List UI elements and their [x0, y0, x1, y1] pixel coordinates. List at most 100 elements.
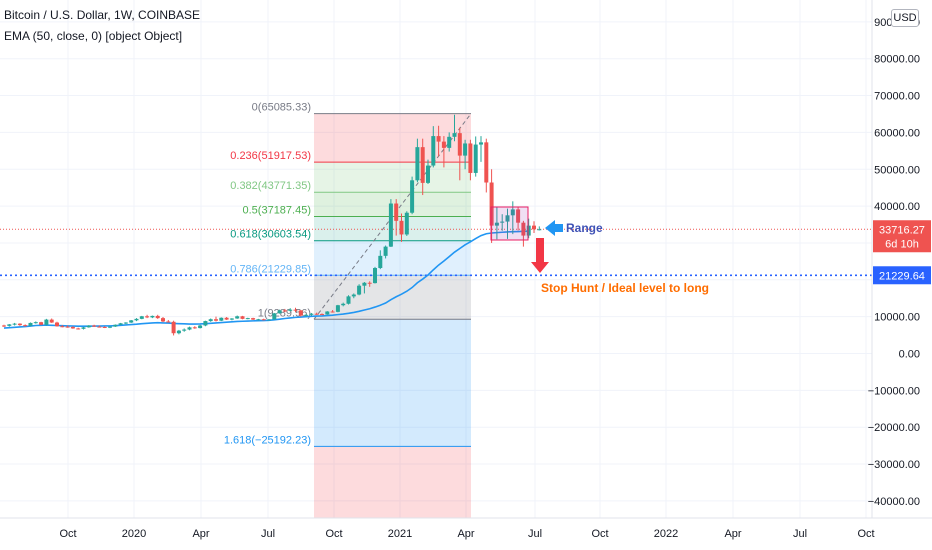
price-tick-label: −10000.00	[868, 385, 920, 397]
candle	[267, 319, 271, 321]
currency-badge[interactable]: USD	[891, 9, 919, 27]
candle	[532, 221, 536, 234]
ema-line	[3, 230, 529, 329]
candle-body	[245, 318, 250, 320]
candle-body	[521, 222, 526, 236]
time-tick-label: 2022	[654, 528, 678, 540]
current-price-value: 33716.27	[879, 224, 925, 236]
candle-body	[351, 294, 356, 297]
candle	[161, 317, 165, 323]
fib-zone	[314, 275, 471, 320]
stop-hunt-arrow-icon	[531, 238, 549, 273]
candle-body	[267, 319, 271, 321]
candle-body	[108, 326, 112, 328]
fib-level-label: 0.618(30603.54)	[230, 229, 311, 241]
candle-body	[60, 326, 65, 328]
candle-body	[436, 136, 441, 142]
candle	[373, 266, 377, 284]
candle	[468, 139, 473, 181]
candle-body	[335, 305, 340, 312]
candle	[341, 302, 346, 307]
price-level-lines	[0, 228, 872, 277]
candle-body	[97, 326, 102, 328]
candle-body	[378, 255, 383, 269]
candle-body	[447, 136, 452, 148]
candle	[335, 304, 340, 313]
candle	[288, 308, 293, 312]
candle	[118, 322, 123, 326]
level-price-value: 21229.64	[879, 270, 925, 282]
candle-body	[415, 147, 420, 181]
candle	[86, 325, 91, 328]
candle	[33, 321, 38, 324]
annotation-arrows	[531, 220, 563, 273]
candle-body	[150, 315, 155, 318]
annotation-labels: Range Stop Hunt / Ideal level to long	[541, 221, 709, 295]
price-tick-label: −30000.00	[868, 459, 920, 471]
candle	[44, 318, 49, 326]
candle-body	[293, 309, 298, 311]
fib-level-label: 0(65085.33)	[252, 102, 311, 114]
candle	[76, 327, 81, 330]
candle-body	[288, 309, 293, 311]
candle-body	[123, 322, 128, 324]
candle	[55, 321, 59, 327]
candle	[500, 214, 505, 231]
candle	[23, 324, 28, 327]
candle-body	[346, 296, 351, 304]
candle-body	[28, 322, 33, 326]
candle	[224, 317, 229, 320]
candle	[81, 326, 86, 330]
price-tick-label: −40000.00	[868, 496, 920, 508]
candle	[521, 220, 526, 247]
candle-body	[357, 285, 362, 295]
price-axis: 90000.0080000.0070000.0060000.0050000.00…	[868, 0, 931, 518]
candle-body	[145, 316, 150, 318]
time-tick-label: Jul	[793, 528, 807, 540]
candle	[155, 314, 160, 319]
candle-body	[261, 319, 266, 321]
price-tick-label: 70000.00	[874, 91, 920, 103]
candle	[182, 328, 187, 332]
candle-body	[208, 319, 213, 322]
candle	[537, 226, 542, 231]
candle	[2, 324, 6, 327]
candle-body	[484, 142, 489, 183]
candle	[282, 308, 287, 313]
candle	[441, 136, 446, 168]
candle-body	[314, 313, 319, 315]
time-tick-label: Oct	[857, 528, 874, 540]
candle	[166, 319, 171, 323]
candle	[272, 312, 277, 320]
candle	[431, 126, 436, 168]
time-tick-label: Jul	[528, 528, 542, 540]
candle	[351, 293, 356, 299]
range-arrow-icon	[545, 220, 563, 236]
candle	[261, 318, 266, 321]
candle	[494, 206, 499, 240]
candle	[505, 208, 510, 239]
candle-body	[320, 314, 324, 316]
candle-body	[129, 320, 134, 323]
candle	[304, 314, 309, 317]
fib-level-label: 0.382(43771.35)	[230, 180, 311, 192]
candle	[187, 326, 192, 331]
candle	[70, 326, 75, 329]
countdown-value: 6d 10h	[885, 238, 919, 250]
candle-body	[12, 323, 17, 325]
candle-body	[537, 229, 542, 231]
fib-zone	[314, 113, 471, 163]
candle	[452, 114, 457, 142]
time-tick-label: Oct	[591, 528, 608, 540]
indicator-legend[interactable]: EMA (50, close, 0) [object Object]	[4, 29, 183, 43]
candle-body	[39, 322, 44, 325]
price-tick-label: 50000.00	[874, 164, 920, 176]
current-price-tag	[873, 220, 931, 253]
candle-body	[134, 318, 139, 321]
fibonacci-zones	[314, 113, 471, 518]
time-tick-label: Apr	[724, 528, 741, 540]
fib-level-label: 1.618(−25192.23)	[224, 434, 311, 446]
candle-body	[410, 180, 415, 213]
fib-level-label: 0.786(21229.85)	[230, 263, 311, 275]
